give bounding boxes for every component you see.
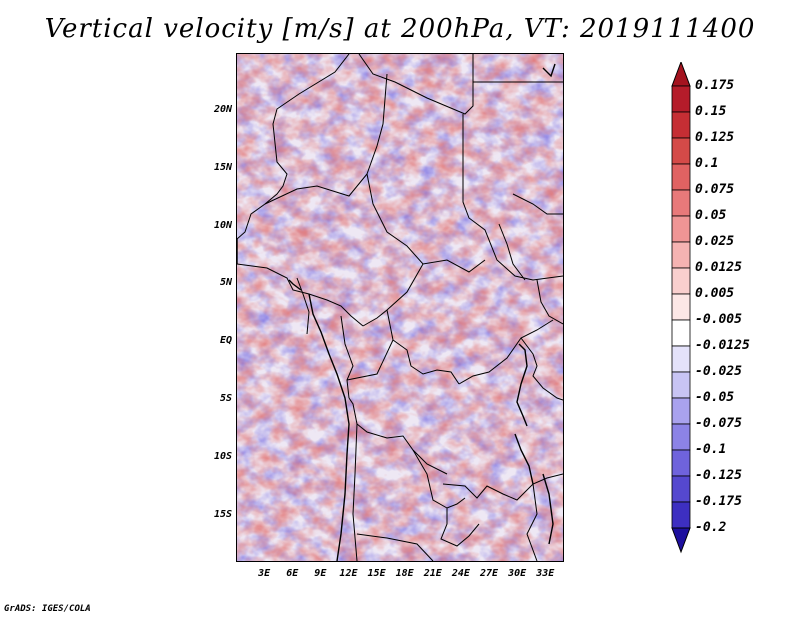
colorbar-swatch (671, 345, 691, 373)
colorbar-level-label: -0.025 (695, 364, 742, 379)
colorbar-swatch (671, 423, 691, 451)
lon-tick-label: 24E (451, 568, 470, 579)
colorbar-level-label: -0.075 (695, 416, 742, 431)
colorbar-level-label: -0.175 (695, 494, 742, 509)
lat-tick-label: 10N (213, 219, 232, 231)
colorbar-level-label: 0.005 (695, 286, 735, 301)
lat-tick-label: 15N (213, 161, 232, 173)
colorbar-level-label: 0.0125 (695, 260, 742, 275)
colorbar-swatch (671, 163, 691, 191)
colorbar-level-label: 0.025 (695, 234, 735, 249)
lon-tick-label: 30E (508, 568, 527, 579)
colorbar-swatch (671, 449, 691, 477)
lon-tick-label: 33E (536, 568, 555, 579)
colorbar-level-label: -0.125 (695, 468, 742, 483)
lon-tick-label: 18E (395, 568, 414, 579)
lon-tick-label: 15E (367, 568, 386, 579)
colorbar-swatch (671, 215, 691, 243)
lat-tick-label: 15S (213, 508, 232, 520)
colorbar-swatch (671, 475, 691, 503)
colorbar-swatch (671, 267, 691, 295)
map-panel (236, 53, 564, 562)
colorbar-level-label: 0.125 (695, 130, 735, 145)
colorbar-bottom-cap (671, 527, 691, 554)
colorbar-level-label: -0.005 (695, 312, 742, 327)
lon-tick-label: 3E (258, 568, 271, 579)
colorbar-level-label: -0.1 (695, 442, 727, 457)
lat-tick-label: 5S (219, 393, 232, 405)
colorbar-swatch (671, 137, 691, 165)
colorbar-level-label: 0.075 (695, 182, 735, 197)
lat-tick-label: 20N (213, 103, 232, 115)
colorbar-level-label: 0.175 (695, 78, 735, 93)
colorbar-swatch (671, 501, 691, 529)
velocity-field-map (237, 54, 563, 561)
grads-credit: GrADS: IGES/COLA (4, 604, 91, 614)
colorbar-swatch (671, 397, 691, 425)
country-borders (237, 54, 563, 561)
colorbar-swatch (671, 319, 691, 347)
colorbar-swatches (671, 62, 691, 554)
lat-tick-label: 10S (213, 450, 232, 462)
colorbar-level-label: -0.0125 (695, 338, 750, 353)
colorbar-level-label: 0.1 (695, 156, 719, 171)
lon-tick-label: 6E (286, 568, 299, 579)
lon-tick-label: 27E (479, 568, 499, 579)
colorbar-swatch (671, 371, 691, 399)
lat-tick-label: EQ (219, 335, 232, 347)
colorbar-swatch (671, 241, 691, 269)
colorbar-level-label: -0.05 (695, 390, 735, 405)
colorbar-swatch (671, 85, 691, 113)
colorbar-level-label: 0.15 (695, 104, 727, 119)
lon-tick-label: 21E (423, 568, 442, 579)
colorbar-swatch (671, 111, 691, 139)
colorbar-top-cap (671, 62, 691, 87)
contour-speckle (237, 54, 563, 561)
colorbar-swatch (671, 293, 691, 321)
lon-tick-label: 12E (339, 568, 358, 579)
lat-tick-label: 5N (219, 277, 232, 289)
colorbar-swatch (671, 189, 691, 217)
lon-tick-label: 9E (314, 568, 327, 579)
coastline (237, 63, 556, 561)
map-title: Vertical velocity [m/s] at 200hPa, VT: 2… (44, 14, 756, 44)
colorbar-level-label: -0.2 (695, 520, 727, 535)
colorbar-level-label: 0.05 (695, 208, 727, 223)
